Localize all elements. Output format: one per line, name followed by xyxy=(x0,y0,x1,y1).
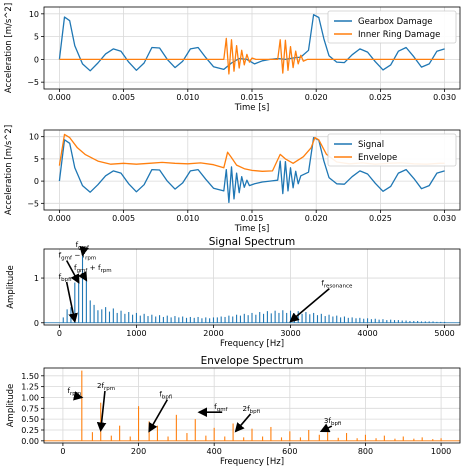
legend-label: Envelope xyxy=(358,153,397,163)
annotation-label: 2frpm xyxy=(97,381,115,392)
y-tick-label: 0.75 xyxy=(21,404,39,413)
x-tick-label: 0 xyxy=(57,329,62,338)
chart-envelope-spectrum: 0 200 400 600 800 1000 0.00 0.25 0.50 0.75 1.001.2… xyxy=(6,355,461,467)
chart-signal-envelope: 0.000 0.005 0.010 0.015 0.020 0.025 0.030 −5 0 5 1… xyxy=(4,125,461,234)
x-tick-label: 0.030 xyxy=(433,93,456,102)
annotation-label: fresonance xyxy=(321,279,353,290)
legend: Gearbox Damage Inner Ring Damage xyxy=(327,10,457,44)
plot-area xyxy=(44,370,460,442)
x-tick-label: 1000 xyxy=(431,447,451,456)
x-tick-label: 0.000 xyxy=(48,214,71,223)
x-tick-label: 0.025 xyxy=(369,214,392,223)
plot-area xyxy=(44,254,460,324)
annotation-label: fgmf + frpm xyxy=(74,263,112,274)
x-tick-label: 0.010 xyxy=(176,93,199,102)
x-axis-label: Frequency [Hz] xyxy=(220,339,284,349)
x-tick-label: 3000 xyxy=(280,329,300,338)
y-axis-label: Acceleration [m/s^2] xyxy=(4,125,14,215)
chart-gearbox-vs-inner-ring: 0.000 0.005 0.010 0.015 0.020 0.025 0.030 −5 0 5 1… xyxy=(4,3,461,113)
annotation-label: 2fbpfi xyxy=(243,404,261,415)
annotation-arrow xyxy=(79,245,89,257)
chart-title: Signal Spectrum xyxy=(209,236,295,248)
y-axis-label: Amplitude xyxy=(6,265,16,309)
annotation-arrow xyxy=(65,260,80,284)
x-tick-label: 0.030 xyxy=(433,214,456,223)
annotation-arrow xyxy=(78,270,88,282)
x-tick-label: 200 xyxy=(131,447,146,456)
x-tick-label: 0.025 xyxy=(369,93,392,102)
chart-title: Envelope Spectrum xyxy=(201,355,304,367)
legend-label: Inner Ring Damage xyxy=(358,30,440,40)
y-tick-label: −5 xyxy=(27,78,39,87)
y-tick-label: 1.25 xyxy=(21,383,39,392)
y-tick-label: −5 xyxy=(27,199,39,208)
legend: Signal Envelope xyxy=(327,133,457,167)
y-tick-label: 10 xyxy=(29,133,39,142)
legend-box xyxy=(327,10,457,44)
y-axis-label: Acceleration [m/s^2] xyxy=(4,3,14,93)
x-tick-label: 0.015 xyxy=(241,93,264,102)
y-tick-label: 0 xyxy=(34,55,39,64)
x-tick-label: 600 xyxy=(282,447,297,456)
axes-frame xyxy=(43,248,461,326)
annotation-arrow xyxy=(148,399,169,433)
chart-signal-spectrum: 0 1000 2000 3000 4000 5000 0 1 Frequency [Hz] Amp… xyxy=(6,236,461,349)
annotation-label: fgmf xyxy=(214,402,228,413)
y-tick-label: 0.50 xyxy=(21,415,39,424)
x-tick-label: 0.005 xyxy=(112,214,135,223)
x-tick-label: 0 xyxy=(60,447,65,456)
annotation-arrow xyxy=(65,281,78,323)
annotation-label: 3fbpfi xyxy=(324,416,342,427)
series-line-inner-ring-damage xyxy=(59,37,445,75)
y-tick-label: 5 xyxy=(34,155,39,164)
y-tick-label: 1.00 xyxy=(21,393,39,402)
y-tick-label: 1.50 xyxy=(21,372,39,381)
x-tick-label: 4000 xyxy=(357,329,377,338)
annotation-label: frpm xyxy=(67,386,81,397)
x-tick-label: 5000 xyxy=(434,329,454,338)
series-line-signal xyxy=(58,136,445,204)
y-tick-label: 1 xyxy=(34,274,39,283)
y-tick-label: 0.00 xyxy=(21,437,39,446)
x-axis-label: Time [s] xyxy=(234,103,270,113)
axes-frame xyxy=(43,367,461,444)
x-tick-label: 0.015 xyxy=(241,214,264,223)
y-tick-label: 0 xyxy=(34,177,39,186)
legend-label: Signal xyxy=(358,140,384,150)
x-axis-label: Time [s] xyxy=(234,224,270,234)
y-tick-label: 0 xyxy=(34,319,39,328)
y-tick-label: 0.25 xyxy=(21,426,39,435)
annotation-label: fbpfi xyxy=(59,272,72,283)
legend-label: Gearbox Damage xyxy=(358,17,432,27)
y-axis-label: Amplitude xyxy=(6,384,16,428)
plot-area xyxy=(58,14,445,75)
x-tick-label: 0.010 xyxy=(176,214,199,223)
y-tick-label: 5 xyxy=(34,33,39,42)
x-tick-label: 0.000 xyxy=(48,93,71,102)
annotation-label: fgmf xyxy=(76,240,90,251)
annotation-arrow xyxy=(96,390,107,433)
x-tick-label: 0.020 xyxy=(305,214,328,223)
legend-box xyxy=(327,133,457,167)
y-tick-label: 10 xyxy=(29,10,39,19)
series-line-gearbox-damage xyxy=(58,14,445,72)
annotation-arrow xyxy=(289,288,330,323)
annotation-label: fgmf − frpm xyxy=(59,250,97,261)
annotation-label: fbpfi xyxy=(159,390,172,401)
x-tick-label: 800 xyxy=(358,447,373,456)
x-tick-label: 0.005 xyxy=(112,93,135,102)
x-tick-label: 0.020 xyxy=(305,93,328,102)
x-tick-label: 400 xyxy=(207,447,222,456)
x-tick-label: 1000 xyxy=(126,329,146,338)
annotation-arrow xyxy=(73,391,84,401)
x-axis-label: Frequency [Hz] xyxy=(220,457,284,467)
annotation-arrow xyxy=(234,413,252,433)
x-tick-label: 2000 xyxy=(203,329,223,338)
annotation-arrow xyxy=(319,423,333,433)
